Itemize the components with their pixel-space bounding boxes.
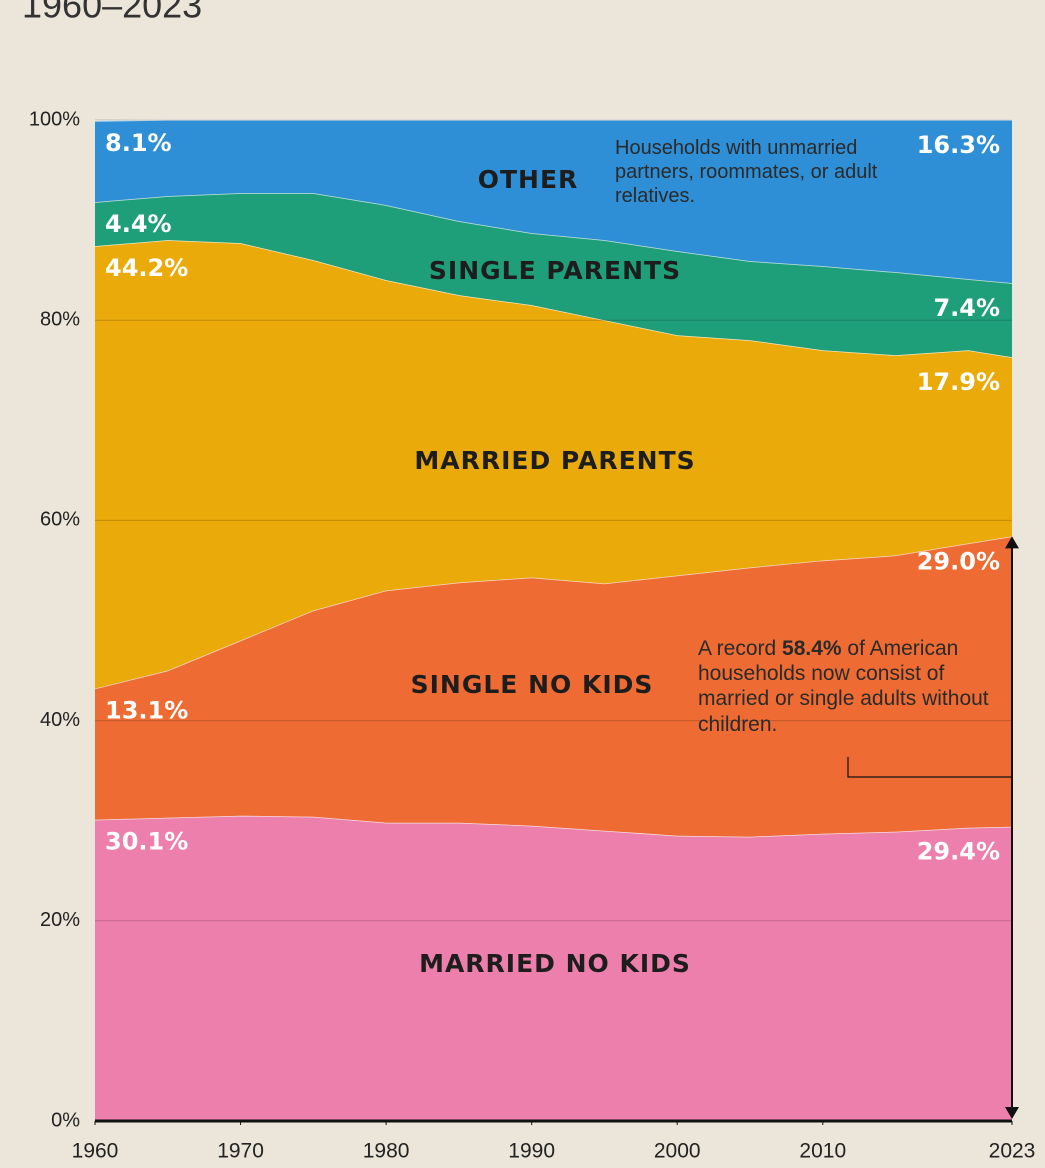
annotation-text: of American households now consist of ma… [698, 637, 989, 736]
value-label: 30.1% [105, 828, 188, 856]
annotation-text: Households with unmarried partners, room… [615, 137, 878, 207]
area-edge [94, 535, 1013, 690]
area [95, 120, 1012, 284]
y-tick-label: 40% [40, 709, 80, 731]
value-label: 7.4% [933, 294, 1000, 322]
annotation: Households with unmarried partners, room… [615, 136, 915, 208]
chart-subtitle: 1960–2023 [22, 0, 202, 26]
value-label: 4.4% [105, 210, 172, 238]
x-tick-label: 2023 [989, 1140, 1036, 1163]
areas [94, 119, 1013, 1121]
value-label: 13.1% [105, 697, 188, 725]
area [95, 815, 1012, 1121]
arrow-head [1005, 1107, 1019, 1119]
value-label: 29.4% [917, 838, 1000, 866]
area [95, 193, 1012, 358]
arrow-head [1005, 536, 1019, 549]
series-label: SINGLE NO KIDS [411, 670, 654, 699]
y-tick-label: 0% [51, 1109, 80, 1131]
series-label: MARRIED NO KIDS [419, 949, 691, 978]
x-tick-label: 2000 [654, 1140, 701, 1163]
x-tick-label: 1990 [508, 1140, 555, 1163]
y-tick-label: 20% [40, 909, 80, 931]
x-tick-label: 1980 [363, 1140, 410, 1163]
annotation-text: 58.4% [782, 637, 842, 660]
series-label: MARRIED PARENTS [414, 446, 695, 475]
value-label: 29.0% [917, 547, 1000, 575]
leader-line [847, 757, 1012, 778]
x-tick-label: 1970 [217, 1140, 264, 1163]
y-tick-label: 80% [40, 308, 80, 330]
y-tick-label: 100% [29, 108, 80, 130]
value-label: 16.3% [917, 131, 1000, 159]
series-label: OTHER [478, 165, 579, 194]
annotation-text: A record [698, 637, 783, 660]
area [95, 240, 1012, 689]
x-tick-label: 2010 [799, 1140, 846, 1163]
x-tick-label: 1960 [72, 1140, 119, 1163]
y-tick-label: 60% [40, 509, 80, 531]
value-label: 44.2% [105, 254, 188, 282]
annotation: A record 58.4% of American households no… [698, 636, 1003, 737]
area [95, 536, 1012, 837]
series-label: SINGLE PARENTS [429, 256, 681, 285]
value-label: 8.1% [105, 129, 172, 157]
area-edge [94, 119, 1012, 122]
labels: 30.1% 29.4% MARRIED NO KIDS 13.1% 29.0% SINGL… [105, 129, 1000, 978]
value-label: 17.9% [917, 368, 1000, 396]
